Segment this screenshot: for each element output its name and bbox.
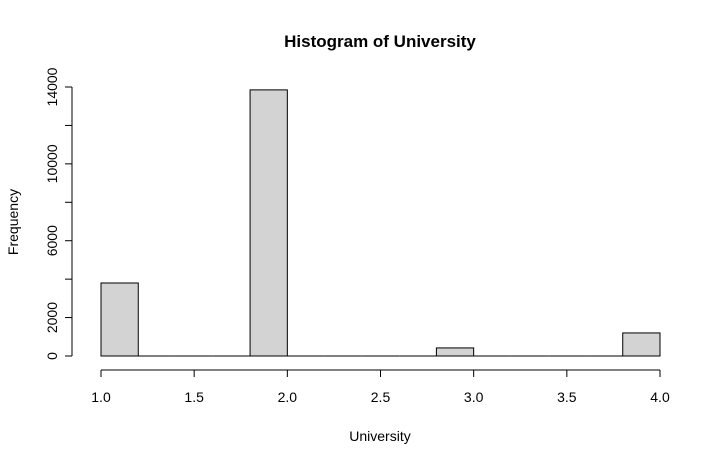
y-axis: 0 2000 6000 10000 14000 bbox=[44, 67, 73, 360]
bars-group bbox=[100, 89, 661, 357]
x-tick-label-6: 4.0 bbox=[650, 389, 670, 405]
y-tick-label-1: 2000 bbox=[44, 302, 60, 333]
x-tick-label-3: 2.5 bbox=[371, 389, 391, 405]
x-tick-label-0: 1.0 bbox=[91, 389, 111, 405]
x-axis-label: University bbox=[349, 428, 410, 444]
x-tick-label-2: 2.0 bbox=[278, 389, 298, 405]
x-axis: 1.0 1.5 2.0 2.5 3.0 3.5 4.0 bbox=[91, 369, 670, 405]
histogram-bar-14 bbox=[622, 332, 661, 357]
x-tick-label-4: 3.0 bbox=[464, 389, 484, 405]
y-tick-label-3: 10000 bbox=[44, 144, 60, 183]
x-tick-label-5: 3.5 bbox=[557, 389, 577, 405]
histogram-bar-0 bbox=[100, 282, 139, 357]
chart-title: Histogram of University bbox=[284, 32, 476, 51]
y-tick-label-2: 6000 bbox=[44, 225, 60, 256]
y-tick-label-4: 14000 bbox=[44, 67, 60, 106]
y-axis-label: Frequency bbox=[5, 189, 21, 255]
x-tick-label-1: 1.5 bbox=[184, 389, 204, 405]
histogram-bar-9 bbox=[435, 347, 475, 357]
histogram-bar-4 bbox=[249, 89, 288, 357]
y-tick-label-0: 0 bbox=[44, 352, 60, 360]
